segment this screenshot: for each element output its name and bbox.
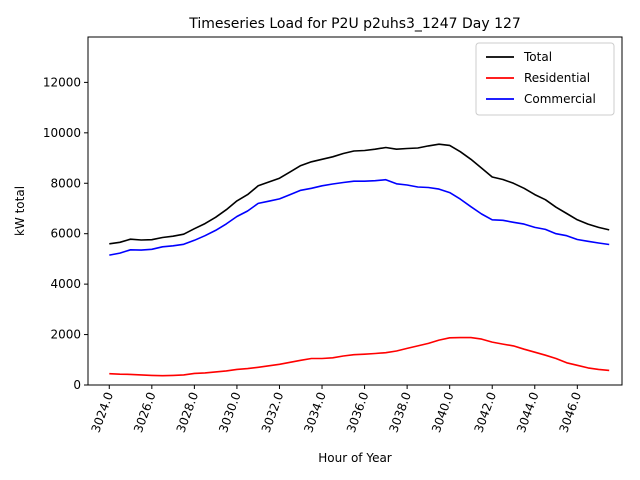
x-tick-label: 3032.0 <box>259 390 287 434</box>
y-tick-label: 6000 <box>50 227 81 241</box>
x-tick-label: 3024.0 <box>89 390 117 434</box>
series-line-commercial <box>109 178 610 256</box>
x-tick-label: 3038.0 <box>386 390 414 434</box>
x-tick-label: 3042.0 <box>471 390 499 434</box>
y-tick-label: 4000 <box>50 277 81 291</box>
legend-label-total: Total <box>523 50 552 64</box>
plot-frame <box>87 36 623 386</box>
x-tick-label: 3028.0 <box>174 390 202 434</box>
y-tick-label: 2000 <box>50 328 81 342</box>
y-tick-label: 8000 <box>50 176 81 190</box>
legend: Total Residential Commercial <box>475 42 615 116</box>
x-tick-label: 3026.0 <box>131 390 159 434</box>
y-tick-label: 12000 <box>43 75 81 89</box>
series-lines <box>109 143 610 377</box>
y-tick-label: 10000 <box>43 126 81 140</box>
x-tick-label: 3030.0 <box>216 390 244 434</box>
x-axis: 3024.0 3026.0 3028.0 3030.0 3032.0 3034.0 3036… <box>89 385 585 434</box>
x-tick-label: 3044.0 <box>514 390 542 434</box>
x-tick-label: 3036.0 <box>344 390 372 434</box>
y-axis: 0 2000 4000 6000 8000 10000 12000 <box>43 75 88 392</box>
y-axis-label: kW total <box>13 186 27 236</box>
y-tick-label: 0 <box>73 378 81 392</box>
legend-box <box>475 42 615 116</box>
chart-title: Timeseries Load for P2U p2uhs3_1247 Day … <box>188 16 521 32</box>
legend-label-commercial: Commercial <box>524 92 596 106</box>
x-axis-label: Hour of Year <box>318 451 392 465</box>
legend-label-residential: Residential <box>524 71 590 85</box>
series-line-total <box>109 143 610 245</box>
x-tick-label: 3040.0 <box>429 390 457 434</box>
series-line-residential <box>109 336 610 377</box>
x-tick-label: 3034.0 <box>301 390 329 434</box>
x-tick-label: 3046.0 <box>557 390 585 434</box>
